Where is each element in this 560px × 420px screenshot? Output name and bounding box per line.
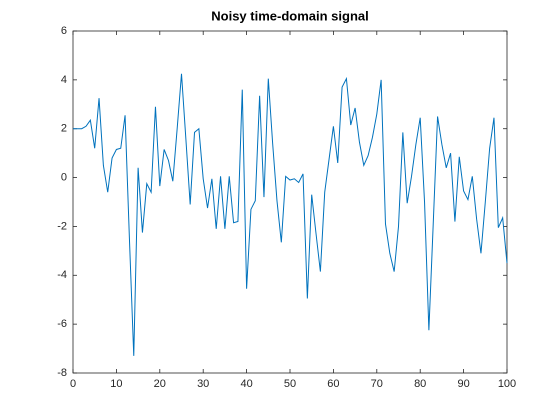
line bbox=[73, 73, 508, 356]
y-tick-label: -6 bbox=[57, 318, 67, 330]
x-tick-label: 70 bbox=[371, 378, 383, 390]
x-tick-label: 0 bbox=[70, 378, 76, 390]
y-tick-label: 0 bbox=[61, 171, 67, 183]
x-tick-label: 50 bbox=[284, 378, 296, 390]
y-tick-label: 2 bbox=[61, 123, 67, 135]
x-tick-label: 40 bbox=[240, 378, 252, 390]
x-tick-label: 20 bbox=[154, 378, 166, 390]
y-tick-label: -2 bbox=[57, 220, 67, 232]
chart-title: Noisy time-domain signal bbox=[211, 8, 368, 23]
x-tick-label: 80 bbox=[414, 378, 426, 390]
x-tick-label: 30 bbox=[197, 378, 209, 390]
x-tick-label: 90 bbox=[457, 378, 469, 390]
x-tick-label: 60 bbox=[327, 378, 339, 390]
y-tick-label: 6 bbox=[61, 25, 67, 37]
y-tick-label: 4 bbox=[61, 74, 67, 86]
plot-area bbox=[72, 30, 508, 374]
y-tick-label: -8 bbox=[57, 367, 67, 379]
x-tick-label: 10 bbox=[110, 378, 122, 390]
x-tick-label: 100 bbox=[498, 378, 516, 390]
y-tick-label: -4 bbox=[57, 269, 67, 281]
